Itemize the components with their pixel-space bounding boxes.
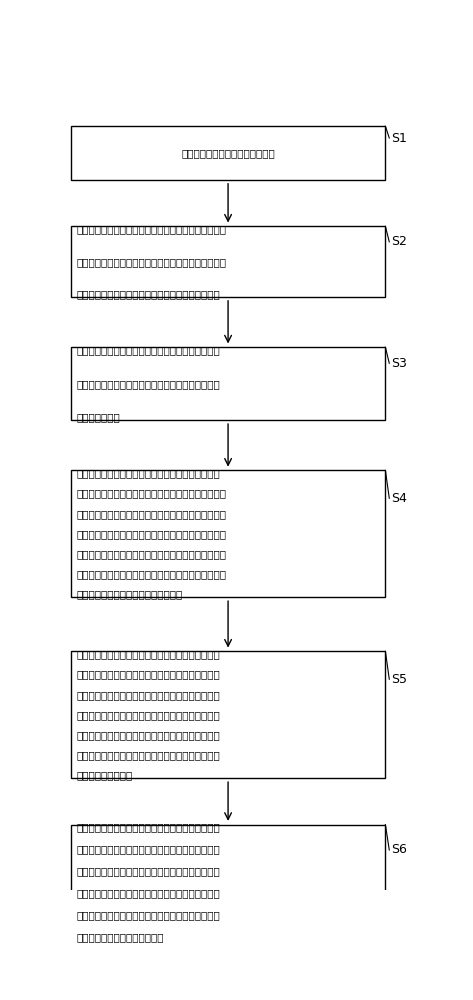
Text: 缘电阵进行采集检测，保证直流母线在每个时间段只有: 缘电阵进行采集检测，保证直流母线在每个时间段只有: [76, 569, 226, 579]
Text: 在控制模块中预设络缘电阵阀値，所述控制模块向各络: 在控制模块中预设络缘电阵阀値，所述控制模块向各络: [76, 224, 226, 234]
Text: S3: S3: [391, 357, 407, 370]
Text: 对断开信号后的所有正在运行的电池单元上的络缘检: 对断开信号后的所有正在运行的电池单元上的络缘检: [76, 866, 220, 876]
Text: 模块按照顺序定时切换运行，以对络缘检测模块处于不: 模块按照顺序定时切换运行，以对络缘检测模块处于不: [76, 529, 226, 539]
Bar: [71, 825, 385, 940]
Text: 状态正常，同时对多路运行中的电池单元上的络缘检测: 状态正常，同时对多路运行中的电池单元上的络缘检测: [76, 509, 226, 519]
Text: 控制模块检测到有电池单元断开的信号时，控制模块: 控制模块检测到有电池单元断开的信号时，控制模块: [76, 844, 220, 854]
Text: 的对地络缘电阵进行采集检测。: 的对地络缘电阵进行采集检测。: [76, 932, 164, 942]
Text: 处于不同开关切换状态下对应线路上电池单元正负极: 处于不同开关切换状态下对应线路上电池单元正负极: [76, 910, 220, 920]
Bar: [71, 226, 385, 297]
Text: 同开关切换状态下对应线路上电池单元正负极的对地络: 同开关切换状态下对应线路上电池单元正负极的对地络: [76, 549, 226, 559]
Text: 测模块，按照顺序定时切换运行，以对络缘检测模块: 测模块，按照顺序定时切换运行，以对络缘检测模块: [76, 888, 220, 898]
Text: 控制模块检测是否存在电池单元断开的信号，若所述: 控制模块检测是否存在电池单元断开的信号，若所述: [76, 823, 220, 833]
Text: 对地络缘电阵，并将上述采集的对地络缘电阵信息发: 对地络缘电阵，并将上述采集的对地络缘电阵信息发: [76, 379, 220, 389]
Text: 关切换状态下对应线路上电池单元正负极的对地络缘: 关切换状态下对应线路上电池单元正负极的对地络缘: [76, 750, 220, 760]
Text: S1: S1: [391, 132, 407, 145]
Text: 控制模块对新接入的电池单元上的络缘检测模块及接: 控制模块对新接入的电池单元上的络缘检测模块及接: [76, 690, 220, 700]
Text: S6: S6: [391, 843, 407, 856]
Text: 依次对各电池单元进行电路编号；: 依次对各电池单元进行电路编号；: [181, 148, 275, 158]
Text: 照顺序定时切换运行，以对络缘检测模块处于不同开: 照顺序定时切换运行，以对络缘检测模块处于不同开: [76, 730, 220, 740]
Bar: [71, 347, 385, 420]
Text: S4: S4: [391, 492, 407, 505]
Text: 路正在运行的电池单元正负极对地络缘状态的指令；: 路正在运行的电池单元正负极对地络缘状态的指令；: [76, 289, 220, 299]
Text: 各络缘检测模块采集各正在运行的电池单元正负极的: 各络缘检测模块采集各正在运行的电池单元正负极的: [76, 345, 220, 355]
Text: S5: S5: [391, 673, 407, 686]
Text: 电阵进行采集检测。: 电阵进行采集检测。: [76, 770, 132, 780]
Text: 送给控制模块；: 送给控制模块；: [76, 412, 120, 422]
Text: S2: S2: [391, 235, 407, 248]
Text: 述控制模块检测到有新的电池单元接入信号时，所述: 述控制模块检测到有新的电池单元接入信号时，所述: [76, 670, 220, 680]
Bar: [71, 126, 385, 180]
Bar: [71, 651, 385, 778]
Text: 値，控制模块显示各运行中的电池单元正负极对地络缘: 値，控制模块显示各运行中的电池单元正负极对地络缘: [76, 489, 226, 499]
Text: 入前正在运行的所有电池单元上的络缘检测模块，按: 入前正在运行的所有电池单元上的络缘检测模块，按: [76, 710, 220, 720]
Text: 一路电池单元上的络缘检测模块运行。: 一路电池单元上的络缘检测模块运行。: [76, 589, 183, 599]
Bar: [71, 470, 385, 597]
Text: 控制模块检测是否存在新的电池单元接入信号，若所: 控制模块检测是否存在新的电池单元接入信号，若所: [76, 649, 220, 659]
Text: 若各电池单元采集的对地络缘电阵均大于络缘电阵阀: 若各电池单元采集的对地络缘电阵均大于络缘电阵阀: [76, 468, 220, 478]
Text: 缘检测模块发送在络缘检测模块开关断开状态下检测各: 缘检测模块发送在络缘检测模块开关断开状态下检测各: [76, 257, 226, 267]
